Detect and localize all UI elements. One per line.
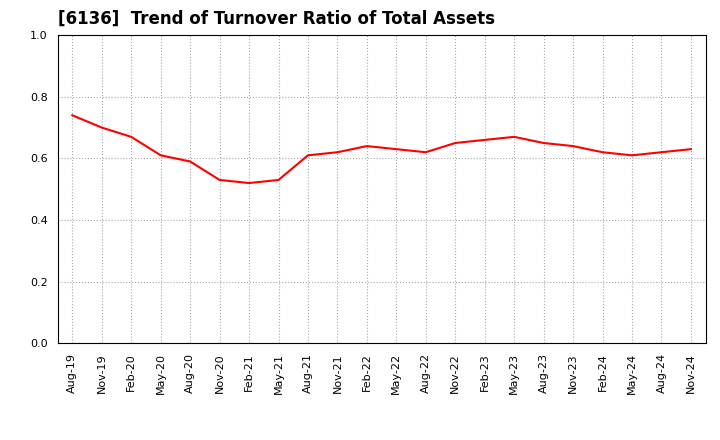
Text: [6136]  Trend of Turnover Ratio of Total Assets: [6136] Trend of Turnover Ratio of Total … — [58, 10, 495, 28]
